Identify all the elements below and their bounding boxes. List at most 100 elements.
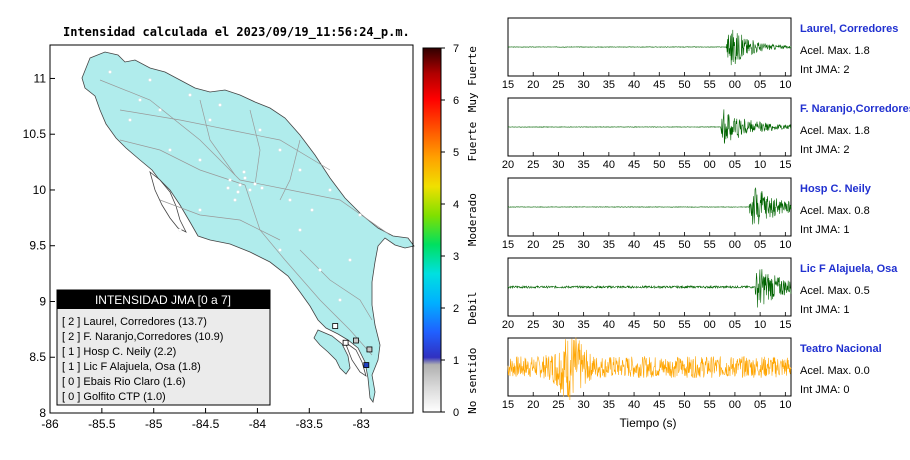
time-tick-label: 05 [729, 159, 741, 171]
time-tick-label: 40 [628, 79, 640, 91]
time-tick-label: 10 [754, 319, 766, 331]
waveform-trace [507, 269, 792, 308]
time-tick-label: 10 [779, 239, 791, 251]
colorbar-ticks: 0 1 2 3 4 5 6 7 [441, 43, 459, 419]
town-dot [233, 198, 237, 202]
osa-peninsula [313, 329, 351, 375]
colorbar-tick-label: 0 [453, 407, 459, 419]
waveform-panel: 20 25 30 35 40 45 50 55 00 05 10 15 Lic F Alajuela, … [502, 257, 898, 331]
station-name: Hosp C. Neily [800, 183, 872, 195]
waveform-trace [507, 109, 791, 144]
time-tick-label: 45 [653, 399, 665, 411]
colorbar-tick-label: 3 [453, 251, 459, 263]
colorbar-category-label: Muy Fuerte [466, 46, 479, 112]
time-tick-label: 35 [603, 239, 615, 251]
time-tick-label: 45 [628, 159, 640, 171]
town-dot [298, 168, 302, 172]
legend-item: [ 2 ] Laurel, Corredores (13.7) [62, 316, 207, 328]
station-marker [366, 346, 373, 353]
time-tick-label: 20 [527, 79, 539, 91]
colorbar-category-label: No sentido [466, 348, 479, 414]
time-tick-label: 00 [729, 79, 741, 91]
time-tick-label: 00 [729, 399, 741, 411]
time-tick-label: 40 [603, 159, 615, 171]
town-dot [128, 118, 132, 122]
time-tick-label: 25 [527, 159, 539, 171]
town-dot [138, 98, 142, 102]
lat-tick-label: 10.5 [23, 127, 47, 141]
lon-tick-label: -85.5 [88, 417, 116, 431]
town-dot [358, 213, 362, 217]
time-tick-label: 00 [704, 159, 716, 171]
town-dot [288, 198, 292, 202]
lon-tick-label: -83 [352, 417, 370, 431]
time-tick-label: 05 [754, 399, 766, 411]
lat-tick-label: 10 [33, 183, 47, 197]
colorbar-tick-label: 1 [453, 355, 459, 367]
time-tick-label: 55 [678, 319, 690, 331]
waveform-panel: 15 20 25 30 35 40 45 50 55 00 05 10 Laurel, Corredor… [502, 17, 898, 91]
time-tick-label: 35 [603, 79, 615, 91]
lat-tick-label: 8 [39, 406, 46, 420]
colorbar-category-label: Fuerte [466, 122, 479, 162]
colorbar-category-label: Moderado [466, 193, 479, 246]
waveform-panel: 15 20 25 30 35 40 45 50 55 00 05 10 Hosp C. Neily Ace… [502, 177, 872, 251]
time-tick-label: 45 [628, 319, 640, 331]
station-marker [353, 337, 359, 344]
station-name: Laurel, Corredores [800, 23, 898, 35]
town-dot [253, 182, 257, 186]
time-tick-label: 30 [578, 239, 590, 251]
map-frame [49, 44, 414, 414]
town-dot [248, 188, 252, 192]
station-name: Teatro Nacional [800, 343, 882, 355]
time-tick-label: 10 [754, 159, 766, 171]
time-tick-label: 55 [704, 239, 716, 251]
town-dot [198, 158, 202, 162]
legend-title: INTENSIDAD JMA [0 a 7] [95, 293, 231, 307]
time-tick-label: 30 [578, 399, 590, 411]
town-dot [218, 103, 222, 107]
station-jma: Int JMA: 1 [800, 304, 850, 316]
lon-tick-label: -84 [249, 417, 267, 431]
colorbar-categories: No sentido Debil Moderado Fuerte Muy Fuerte [466, 46, 479, 414]
town-dot [242, 170, 246, 174]
lon-tick-label: -83.5 [296, 417, 324, 431]
intensity-legend: INTENSIDAD JMA [0 a 7] [ 2 ] Laurel, Cor… [56, 289, 271, 406]
station-accel: Acel. Max. 1.8 [800, 45, 870, 57]
lon-tick-label: -86 [41, 417, 59, 431]
longitude-ticks: -86 -85.5 -85 -84.5 -84 -83.5 -83 [41, 408, 370, 431]
time-tick-label: 20 [502, 319, 514, 331]
colorbar-tick-label: 7 [453, 43, 459, 55]
town-dot [310, 208, 314, 212]
time-tick-label: 25 [527, 319, 539, 331]
legend-item: [ 2 ] F. Naranjo,Corredores (10.9) [62, 331, 223, 343]
station-accel: Acel. Max. 1.8 [800, 125, 870, 137]
time-tick-label: 35 [578, 159, 590, 171]
town-dot [236, 190, 240, 194]
time-tick-label: 50 [678, 79, 690, 91]
town-dot [178, 228, 182, 232]
time-tick-label: 40 [628, 239, 640, 251]
station-jma: Int JMA: 2 [800, 144, 850, 156]
town-dot [226, 186, 230, 190]
station-name: F. Naranjo,Corredores [800, 103, 910, 115]
time-tick-label: 05 [754, 239, 766, 251]
colorbar-tick-label: 5 [453, 147, 459, 159]
time-tick-label: 10 [779, 399, 791, 411]
colorbar-tick-label: 6 [453, 95, 459, 107]
town-dot [298, 228, 302, 232]
waveform-panel: 20 25 30 35 40 45 50 55 00 05 10 15 F. Naranjo,Corre… [502, 97, 910, 171]
station-markers [332, 323, 373, 368]
time-tick-label: 45 [653, 79, 665, 91]
town-dot [208, 118, 212, 122]
station-accel: Acel. Max. 0.5 [800, 285, 870, 297]
legend-item: [ 1 ] Hosp C. Neily (2.2) [62, 346, 176, 358]
station-marker [332, 323, 339, 329]
time-tick-label: 35 [578, 319, 590, 331]
time-tick-label: 15 [502, 399, 514, 411]
lon-tick-label: -85 [145, 417, 163, 431]
time-tick-label: 05 [729, 319, 741, 331]
time-tick-label: 25 [552, 239, 564, 251]
legend-item: [ 1 ] Lic F Alajuela, Osa (1.8) [62, 361, 201, 373]
waveform-panel: 15 20 25 30 35 40 45 50 55 00 05 10 Teatro Nacional A… [502, 337, 882, 411]
